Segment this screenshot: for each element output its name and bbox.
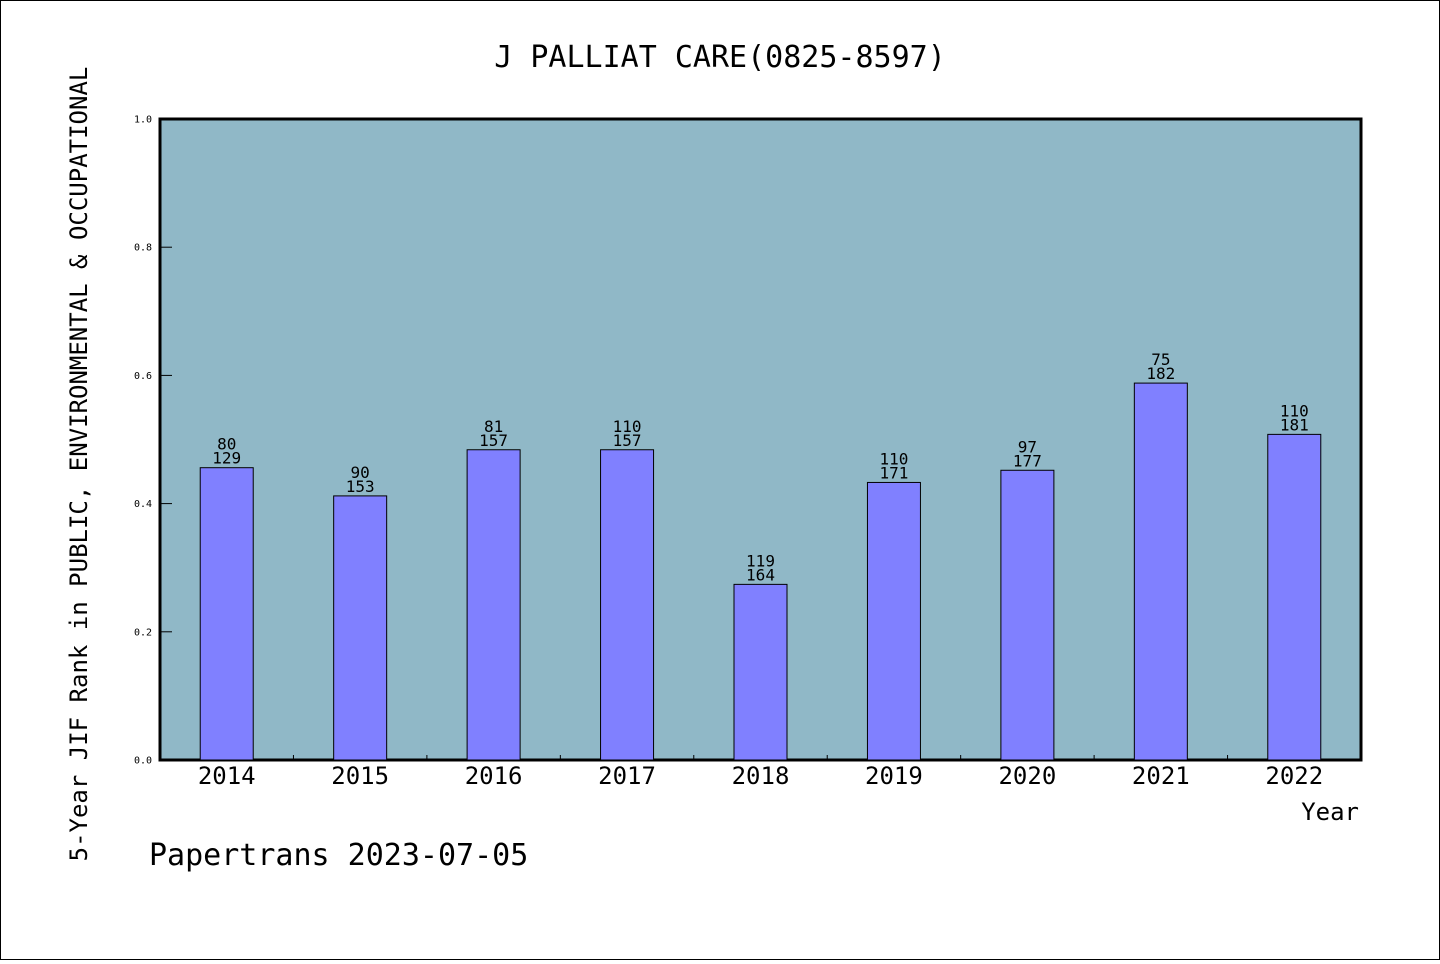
x-tick-label-2018: 2018 <box>732 762 790 790</box>
y-axis-ticks: 0.0 0.2 0.4 0.6 0.8 1.0 <box>134 115 172 767</box>
x-tick-label-2017: 2017 <box>598 762 656 790</box>
bar-label-top-2014: 80 <box>217 435 236 454</box>
bar-label-bottom-2015: 153 <box>346 477 375 496</box>
bar-2018 <box>733 583 788 761</box>
y-tick-label: 0.6 <box>134 371 152 382</box>
bar-2016 <box>466 449 521 761</box>
y-tick-label: 0.2 <box>134 627 152 638</box>
bar-2019 <box>866 481 921 761</box>
bar-label-top-2017: 110 <box>613 417 642 436</box>
bar-label-bottom-2018: 164 <box>746 565 775 584</box>
y-tick-label: 0.8 <box>134 243 152 254</box>
x-tick-label-2019: 2019 <box>865 762 923 790</box>
bar-label-top-2020: 97 <box>1018 437 1037 456</box>
bar-2021 <box>1133 382 1188 761</box>
chart-title: J PALLIAT CARE(0825-8597) <box>494 40 946 75</box>
footer-text: Papertrans 2023-07-05 <box>149 838 528 873</box>
bar-label-bottom-2019: 171 <box>879 463 908 482</box>
bar-label-top-2015: 90 <box>351 463 370 482</box>
bar-label-bottom-2014: 129 <box>212 449 241 468</box>
bar-label-bottom-2022: 181 <box>1280 415 1309 434</box>
bar-label-bottom-2016: 157 <box>479 431 508 450</box>
y-axis-label: 5-Year JIF Rank in PUBLIC, ENVIRONMENTAL… <box>65 67 93 862</box>
bar-label-bottom-2017: 157 <box>613 431 642 450</box>
x-tick-label-2021: 2021 <box>1132 762 1190 790</box>
bar-2020 <box>1000 469 1055 761</box>
bar-label-bottom-2021: 182 <box>1146 364 1175 383</box>
x-tick-label-2015: 2015 <box>331 762 389 790</box>
bar-2017 <box>600 449 655 761</box>
bar-2015 <box>333 495 388 761</box>
bars: 8012990153811571101571191641101719717775… <box>199 350 1322 761</box>
bar-2022 <box>1267 433 1322 761</box>
bar-2014 <box>199 467 254 761</box>
bar-label-top-2021: 75 <box>1151 350 1170 369</box>
x-tick-label-2022: 2022 <box>1265 762 1323 790</box>
x-tick-label-2014: 2014 <box>198 762 256 790</box>
y-tick-label: 0.0 <box>134 756 152 767</box>
x-tick-label-2016: 2016 <box>465 762 523 790</box>
bar-label-top-2019: 110 <box>879 449 908 468</box>
x-axis-ticks: 2014 2015 2016 2017 2018 2019 2020 2021 2022 <box>198 755 1323 790</box>
bar-label-top-2022: 110 <box>1280 401 1309 420</box>
y-tick-label: 1.0 <box>134 115 152 126</box>
bar-label-top-2018: 119 <box>746 551 775 570</box>
x-tick-label-2020: 2020 <box>998 762 1056 790</box>
y-tick-label: 0.4 <box>134 499 152 510</box>
x-axis-label: Year <box>1301 798 1359 826</box>
bar-label-bottom-2020: 177 <box>1013 451 1042 470</box>
bar-label-top-2016: 81 <box>484 417 503 436</box>
